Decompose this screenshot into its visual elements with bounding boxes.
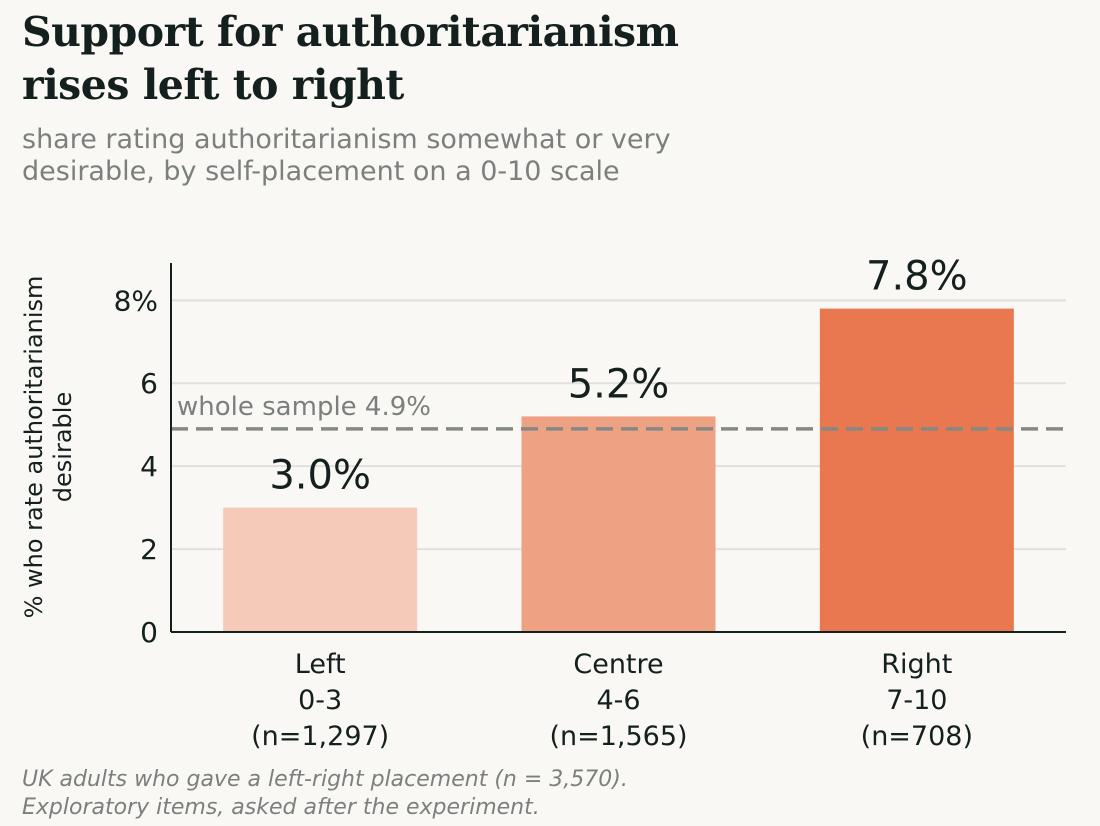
x-tick-label: (n=1,565) — [549, 721, 687, 752]
x-tick-label: 4-6 — [596, 685, 640, 716]
y-tick-label: 4 — [140, 450, 158, 483]
x-tick-label: Left — [295, 649, 346, 680]
reference-line-label: whole sample 4.9% — [177, 392, 431, 422]
chart-subtitle-line-2: desirable, by self-placement on a 0-10 s… — [22, 156, 620, 187]
chart-title-line-2: rises left to right — [22, 61, 404, 109]
y-tick-label: 8% — [114, 284, 158, 317]
y-axis-label-line: % who rate authoritarianism — [20, 276, 48, 619]
y-axis-label: % who rate authoritarianism desirable — [20, 276, 77, 619]
value-label: 3.0% — [269, 453, 371, 499]
footnote-line-2: Exploratory items, asked after the exper… — [22, 795, 540, 820]
value-label: 7.8% — [866, 254, 968, 300]
bar — [223, 507, 418, 632]
x-tick-label: Centre — [573, 649, 663, 680]
x-tick-label: (n=708) — [861, 721, 973, 752]
x-tick-label: Right — [881, 649, 952, 680]
chart-footnote: UK adults who gave a left-right placemen… — [22, 766, 922, 822]
y-tick-label: 2 — [140, 533, 158, 566]
chart-subtitle-line-1: share rating authoritarianism somewhat o… — [22, 124, 671, 155]
footnote-line-1: UK adults who gave a left-right placemen… — [22, 767, 628, 792]
bar — [819, 308, 1014, 632]
x-tick-label: 0-3 — [298, 685, 342, 716]
chart-title: Support for authoritarianism rises left … — [22, 6, 782, 112]
value-label: 5.2% — [568, 361, 670, 407]
y-tick-label: 6 — [140, 367, 158, 400]
x-tick-label: (n=1,297) — [251, 721, 389, 752]
chart-subtitle: share rating authoritarianism somewhat o… — [22, 124, 782, 188]
chart-title-line-1: Support for authoritarianism — [22, 8, 679, 56]
bar — [521, 416, 716, 632]
x-tick-label: 7-10 — [886, 685, 947, 716]
y-axis-label-line: desirable — [49, 392, 77, 502]
y-tick-label: 0 — [140, 616, 158, 649]
